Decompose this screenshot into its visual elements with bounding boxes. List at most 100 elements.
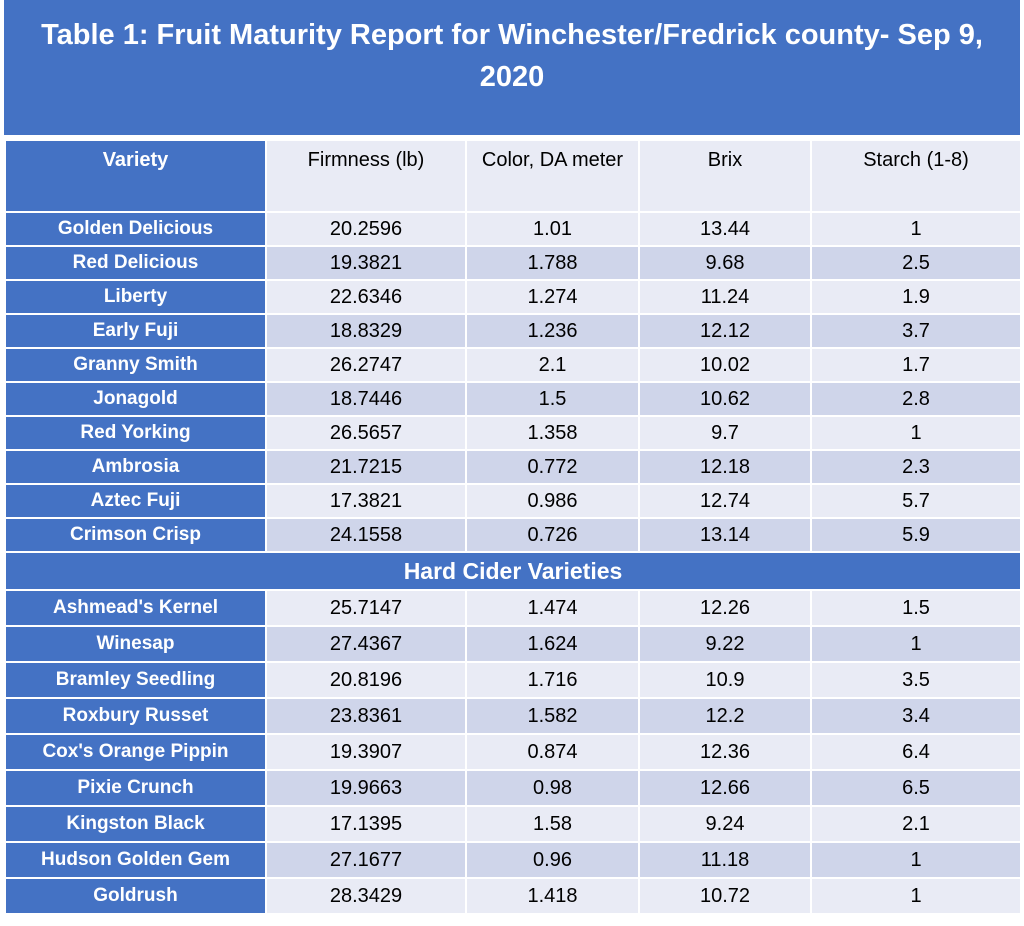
value-cell: 3.5: [810, 661, 1022, 699]
value-cell: 1.5: [465, 381, 640, 417]
variety-cell: Cox's Orange Pippin: [4, 733, 267, 771]
value-cell: 19.3907: [265, 733, 467, 771]
value-cell: 1: [810, 211, 1022, 247]
table-row: Hudson Golden Gem 27.1677 0.96 11.18 1: [4, 841, 1022, 879]
table-row: Aztec Fuji 17.3821 0.986 12.74 5.7: [4, 483, 1022, 519]
column-header: Starch (1-8): [810, 139, 1022, 213]
value-cell: 1.274: [465, 279, 640, 315]
section-title: Hard Cider Varieties: [4, 551, 1022, 591]
table-row: Golden Delicious 20.2596 1.01 13.44 1: [4, 211, 1022, 247]
column-header: Color, DA meter: [465, 139, 640, 213]
table-row: Cox's Orange Pippin 19.3907 0.874 12.36 6.4: [4, 733, 1022, 771]
table-row: Early Fuji 18.8329 1.236 12.12 3.7: [4, 313, 1022, 349]
value-cell: 1.5: [810, 589, 1022, 627]
variety-cell: Goldrush: [4, 877, 267, 915]
value-cell: 6.4: [810, 733, 1022, 771]
value-cell: 20.8196: [265, 661, 467, 699]
value-cell: 2.1: [465, 347, 640, 383]
value-cell: 12.74: [638, 483, 812, 519]
value-cell: 18.7446: [265, 381, 467, 417]
value-cell: 1: [810, 625, 1022, 663]
column-header: Firmness (lb): [265, 139, 467, 213]
table-row: Jonagold 18.7446 1.5 10.62 2.8: [4, 381, 1022, 417]
value-cell: 26.2747: [265, 347, 467, 383]
table-title: Table 1: Fruit Maturity Report for Winch…: [4, 0, 1020, 135]
variety-cell: Liberty: [4, 279, 267, 315]
variety-cell: Pixie Crunch: [4, 769, 267, 807]
value-cell: 23.8361: [265, 697, 467, 735]
table-row: Kingston Black 17.1395 1.58 9.24 2.1: [4, 805, 1022, 843]
value-cell: 13.14: [638, 517, 812, 553]
table-row: Pixie Crunch 19.9663 0.98 12.66 6.5: [4, 769, 1022, 807]
variety-cell: Bramley Seedling: [4, 661, 267, 699]
value-cell: 12.18: [638, 449, 812, 485]
variety-cell: Crimson Crisp: [4, 517, 267, 553]
variety-cell: Ambrosia: [4, 449, 267, 485]
column-header: Brix: [638, 139, 812, 213]
value-cell: 1: [810, 841, 1022, 879]
value-cell: 19.9663: [265, 769, 467, 807]
value-cell: 1.7: [810, 347, 1022, 383]
variety-cell: Red Yorking: [4, 415, 267, 451]
header-row: Variety Firmness (lb) Color, DA meter Brix S…: [4, 139, 1022, 213]
value-cell: 1: [810, 877, 1022, 915]
value-cell: 1: [810, 415, 1022, 451]
value-cell: 27.4367: [265, 625, 467, 663]
variety-cell: Golden Delicious: [4, 211, 267, 247]
variety-cell: Early Fuji: [4, 313, 267, 349]
value-cell: 0.726: [465, 517, 640, 553]
value-cell: 5.9: [810, 517, 1022, 553]
table-body: Golden Delicious 20.2596 1.01 13.44 1 Red Del…: [4, 211, 1022, 915]
variety-cell: Aztec Fuji: [4, 483, 267, 519]
value-cell: 10.62: [638, 381, 812, 417]
value-cell: 2.8: [810, 381, 1022, 417]
value-cell: 9.7: [638, 415, 812, 451]
value-cell: 17.1395: [265, 805, 467, 843]
value-cell: 12.12: [638, 313, 812, 349]
variety-cell: Hudson Golden Gem: [4, 841, 267, 879]
value-cell: 10.9: [638, 661, 812, 699]
value-cell: 21.7215: [265, 449, 467, 485]
table-row: Winesap 27.4367 1.624 9.22 1: [4, 625, 1022, 663]
variety-cell: Jonagold: [4, 381, 267, 417]
value-cell: 9.22: [638, 625, 812, 663]
value-cell: 2.3: [810, 449, 1022, 485]
value-cell: 2.5: [810, 245, 1022, 281]
table-row: Ambrosia 21.7215 0.772 12.18 2.3: [4, 449, 1022, 485]
value-cell: 2.1: [810, 805, 1022, 843]
value-cell: 28.3429: [265, 877, 467, 915]
value-cell: 0.772: [465, 449, 640, 485]
variety-cell: Red Delicious: [4, 245, 267, 281]
value-cell: 25.7147: [265, 589, 467, 627]
variety-cell: Winesap: [4, 625, 267, 663]
value-cell: 1.58: [465, 805, 640, 843]
value-cell: 1.418: [465, 877, 640, 915]
value-cell: 9.68: [638, 245, 812, 281]
value-cell: 6.5: [810, 769, 1022, 807]
value-cell: 12.66: [638, 769, 812, 807]
value-cell: 27.1677: [265, 841, 467, 879]
maturity-table: Variety Firmness (lb) Color, DA meter Brix S…: [4, 139, 1022, 915]
value-cell: 20.2596: [265, 211, 467, 247]
value-cell: 19.3821: [265, 245, 467, 281]
value-cell: 22.6346: [265, 279, 467, 315]
value-cell: 1.358: [465, 415, 640, 451]
value-cell: 12.26: [638, 589, 812, 627]
section-row: Hard Cider Varieties: [4, 551, 1022, 591]
value-cell: 0.98: [465, 769, 640, 807]
table-row: Crimson Crisp 24.1558 0.726 13.14 5.9: [4, 517, 1022, 553]
table-row: Goldrush 28.3429 1.418 10.72 1: [4, 877, 1022, 915]
value-cell: 1.9: [810, 279, 1022, 315]
value-cell: 1.236: [465, 313, 640, 349]
table-row: Granny Smith 26.2747 2.1 10.02 1.7: [4, 347, 1022, 383]
value-cell: 0.874: [465, 733, 640, 771]
value-cell: 1.716: [465, 661, 640, 699]
table-row: Liberty 22.6346 1.274 11.24 1.9: [4, 279, 1022, 315]
variety-cell: Roxbury Russet: [4, 697, 267, 735]
table-row: Red Delicious 19.3821 1.788 9.68 2.5: [4, 245, 1022, 281]
table-row: Ashmead's Kernel 25.7147 1.474 12.26 1.5: [4, 589, 1022, 627]
table-row: Red Yorking 26.5657 1.358 9.7 1: [4, 415, 1022, 451]
value-cell: 1.474: [465, 589, 640, 627]
value-cell: 11.24: [638, 279, 812, 315]
